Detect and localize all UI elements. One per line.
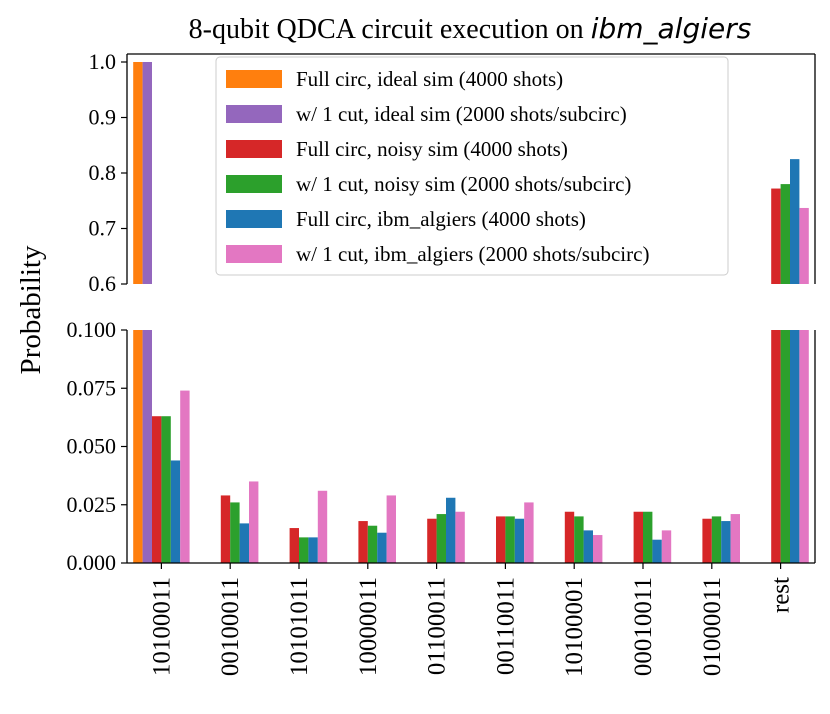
bar-lower-10101011-series-3 [299,537,309,563]
x-tick-labels: 10100011 00100011 10101011 10000011 01100011… [148,563,795,677]
chart-title-prefix: 8-qubit QDCA circuit execution on [189,14,591,45]
y-axis-label: Probability [15,245,47,374]
bar-lower-rest-series-3 [780,330,790,563]
bar-upper-rest-series-4 [790,159,800,284]
bar-upper-rest-series-5 [799,207,809,284]
bar-lower-10000011-series-3 [367,525,378,563]
bar-lower-01000011-series-2 [702,518,712,563]
legend-entry-1: w/ 1 cut, ideal sim (2000 shots/subcirc) [296,102,627,126]
bar-lower-rest-series-5 [799,330,809,563]
bar-lower-01000011-series-4 [721,521,731,563]
bar-lower-01100011-series-2 [427,518,437,563]
upper-y-tick-label: 0.7 [89,216,117,241]
legend-entry-4: Full circ, ibm_algiers (4000 shots) [296,207,586,231]
bar-lower-01100011-series-3 [436,514,446,563]
bar-lower-10100011-series-4 [170,460,181,563]
legend-entry-3: w/ 1 cut, noisy sim (2000 shots/subcirc) [296,172,631,196]
chart-title: 8-qubit QDCA circuit execution on ibm_al… [189,12,752,45]
bar-lower-10100001-series-2 [564,511,575,563]
legend-entry-0: Full circ, ideal sim (4000 shots) [296,67,563,91]
bar-lower-01000011-series-5 [730,514,740,563]
bar-lower-00100011-series-2 [220,495,231,563]
bar-lower-00100011-series-3 [230,502,240,563]
legend-frame [215,56,729,276]
bar-lower-10100011-series-5 [180,390,190,563]
bar-lower-00110011-series-3 [505,516,515,563]
bar-lower-01100011-series-5 [455,511,465,563]
legend: Full circ, ideal sim (4000 shots) w/ 1 cu… [215,56,729,276]
bar-lower-10000011-series-2 [358,521,368,563]
x-tick-label-00010011: 00010011 [630,577,657,676]
bar-lower-10100011-series-0 [133,330,143,563]
x-tick-label-rest: rest [768,577,795,613]
bar-lower-rest-series-4 [790,330,800,563]
lower-y-tick-label: 0.100 [67,317,117,342]
bar-lower-01000011-series-3 [711,516,722,563]
bar-lower-10100001-series-4 [583,530,593,563]
lower-axis-panel: 0.000 0.025 0.050 0.075 0.100 [67,317,816,575]
bar-lower-10100011-series-2 [152,416,162,563]
x-tick-label-10100011: 10100011 [148,577,175,676]
bar-lower-00010011-series-3 [643,511,653,563]
legend-swatch-1 [226,105,282,123]
bar-lower-10100001-series-3 [574,516,584,563]
x-tick-label-10100001: 10100001 [561,577,588,677]
upper-y-tick-label: 0.9 [89,105,117,130]
legend-swatch-0 [226,70,282,88]
x-tick-label-10000011: 10000011 [355,577,382,676]
legend-entry-5: w/ 1 cut, ibm_algiers (2000 shots/subcir… [296,242,649,266]
bar-lower-01100011-series-4 [446,497,456,563]
legend-swatch-5 [226,245,282,263]
bar-lower-00110011-series-5 [524,502,534,563]
x-tick-label-01000011: 01000011 [699,577,726,676]
x-tick-label-01100011: 01100011 [424,577,451,675]
legend-swatch-2 [226,140,282,158]
legend-swatch-4 [226,210,282,228]
bar-lower-00100011-series-4 [239,523,249,563]
bar-lower-00100011-series-5 [249,481,259,563]
lower-y-tick-label: 0.000 [67,550,117,575]
bar-lower-10101011-series-4 [308,537,318,563]
upper-y-tick-label: 0.6 [89,271,117,296]
bar-upper-rest-series-2 [771,188,781,284]
x-tick-label-00100011: 00100011 [217,577,244,676]
bar-lower-00010011-series-2 [633,511,643,563]
bar-lower-10000011-series-5 [386,495,396,563]
bar-upper-rest-series-3 [780,184,790,284]
bar-upper-10100011-series-0 [133,62,143,284]
bar-upper-10100011-series-1 [142,62,152,284]
bar-lower-10101011-series-5 [317,490,328,563]
bar-lower-rest-series-2 [771,330,781,563]
lower-y-tick-label: 0.050 [67,434,117,459]
upper-y-tick-label: 0.8 [89,160,117,185]
upper-y-tick-label: 1.0 [89,49,117,74]
legend-entry-2: Full circ, noisy sim (4000 shots) [296,137,568,161]
bar-lower-10100001-series-5 [593,535,603,563]
bar-lower-10100011-series-3 [161,416,171,563]
bar-lower-10000011-series-4 [377,532,387,563]
x-tick-label-10101011: 10101011 [286,577,313,676]
bar-lower-00110011-series-4 [514,518,525,563]
chart-title-device: ibm_algiers [591,12,752,45]
upper-axis-panel: 0.6 0.7 0.8 0.9 1.0 [89,49,816,296]
bar-lower-00110011-series-2 [496,516,506,563]
bar-lower-00010011-series-5 [661,530,672,563]
lower-y-tick-label: 0.075 [67,375,117,400]
lower-y-tick-label: 0.025 [67,492,117,517]
bar-lower-10101011-series-2 [289,528,299,563]
bar-lower-00010011-series-4 [652,539,662,563]
bar-lower-10100011-series-1 [142,330,152,563]
legend-swatch-3 [226,175,282,193]
x-tick-label-00110011: 00110011 [492,577,519,675]
